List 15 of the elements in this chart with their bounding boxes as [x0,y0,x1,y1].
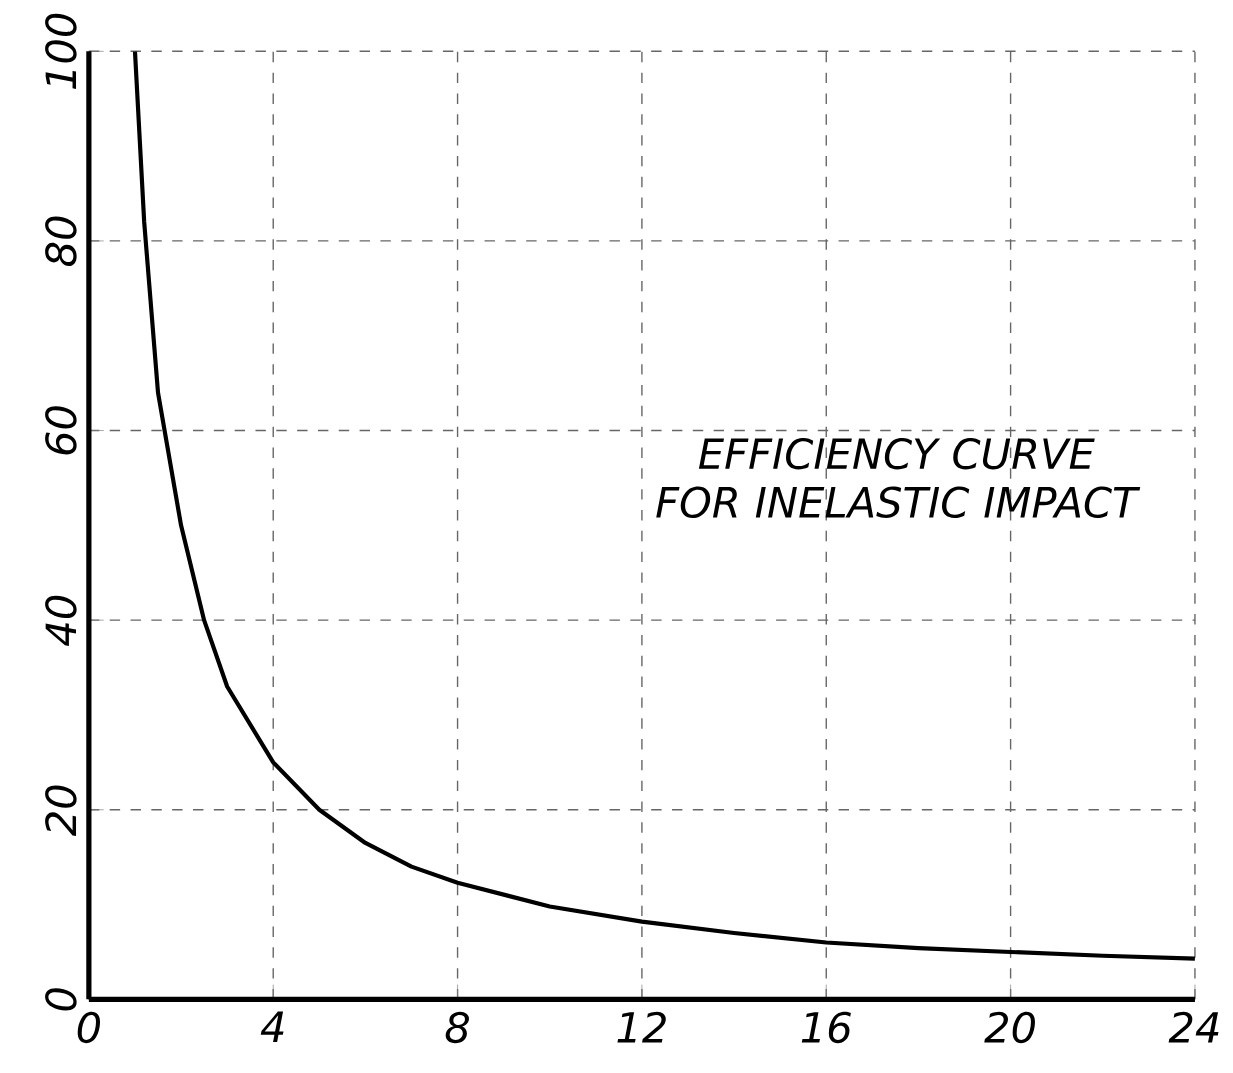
x-tick-label: 0 [77,1011,101,1043]
x-tick-label: 20 [984,1011,1035,1043]
x-tick-label: 12 [617,1011,666,1043]
line-series [132,51,1195,961]
x-tick-label: 16 [801,1011,851,1043]
annotation: EFFICIENCY CURVE FOR INELASTIC IMPACT [656,437,1141,518]
y-tick-label: 20 [45,785,77,836]
y-tick-label: 40 [45,595,77,646]
y-tick-label: 80 [45,216,77,266]
y-tick-label: 100 [45,13,77,89]
x-tick-label: 8 [445,1011,469,1043]
x-tick-label: 24 [1168,1011,1219,1043]
y-tick-label: 0 [45,988,77,1011]
x-tick-label: 4 [260,1011,284,1042]
y-tick-label: 60 [45,405,77,455]
